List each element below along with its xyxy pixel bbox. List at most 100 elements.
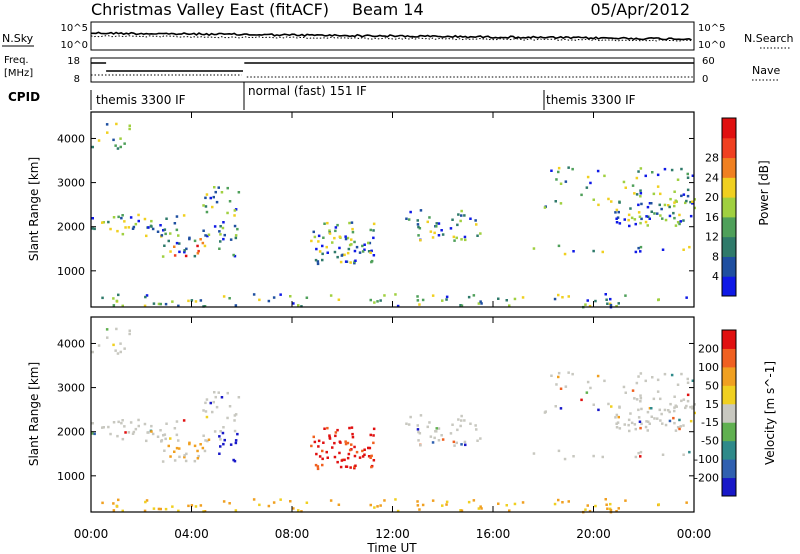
velocity-cell [656,390,660,393]
colorbar-tick-label: -200 [694,472,719,485]
velocity-cell [150,430,153,433]
velocity-cell [673,395,676,398]
colorbar-swatch [722,348,736,368]
velocity-cell [633,397,636,400]
power-cell [476,234,479,237]
velocity-cell [608,507,612,511]
x-tick-label: 04:00 [174,527,209,541]
velocity-cell [680,399,683,403]
y-tick-label: 3000 [57,177,85,190]
velocity-cell [673,406,676,409]
power-cell [205,210,209,214]
velocity-cell [685,501,688,504]
power-cell [190,299,194,302]
velocity-cell [407,423,411,426]
power-cell [460,238,463,241]
velocity-cell [606,507,609,510]
velocity-cell [686,399,690,403]
velocity-cell [119,350,122,354]
velocity-cell [563,457,567,461]
velocity-cell [373,506,376,509]
power-cell [689,200,692,204]
velocity-cell [480,507,483,510]
velocity-cell [173,459,177,462]
power-cell [193,254,197,258]
power-cell [645,215,648,218]
velocity-cell [441,504,444,507]
power-cell [258,298,261,302]
velocity-cell [234,413,238,416]
power-cell [419,239,422,242]
velocity-cell [321,449,324,453]
velocity-cell [594,504,597,508]
power-cell [497,297,500,300]
velocity-cell [367,446,370,450]
velocity-cell [651,376,654,379]
velocity-cell [310,444,313,448]
velocity-cell [618,406,621,409]
power-cell [204,205,208,208]
power-cell [145,234,148,238]
power-cell [305,296,309,299]
velocity-cell [116,352,120,355]
velocity-cell [557,498,560,502]
power-cell [201,241,205,245]
velocity-cell [340,459,344,462]
power-cell [106,131,109,134]
velocity-cell [164,437,167,441]
power-cell [137,219,140,223]
velocity-cell [639,372,643,375]
power-cell [117,293,120,297]
power-cell [691,200,694,203]
power-cell [691,202,694,205]
power-cell [659,192,662,196]
velocity-cell [372,441,375,445]
velocity-cell [396,509,400,513]
power-cell [355,245,359,249]
velocity-cell [188,442,191,446]
freq-right-tick-bottom: 0 [702,74,708,85]
velocity-cell [561,501,564,504]
velocity-cell [571,372,574,376]
velocity-cell [219,430,222,433]
power-cell [680,167,683,171]
velocity-cell [211,410,214,414]
velocity-cell [112,502,115,505]
power-cell [640,202,643,206]
power-cell [455,236,458,240]
power-cell [675,200,678,203]
velocity-cell [334,431,338,434]
velocity-cell [221,431,225,435]
velocity-cell [617,415,620,419]
power-cell [656,212,659,215]
velocity-cell [115,504,119,508]
power-cell [614,211,617,214]
velocity-cell [421,503,425,507]
power-cell [105,123,109,126]
velocity-cell [463,419,466,422]
velocity-cell [652,397,656,401]
velocity-cell [664,423,668,427]
velocity-cell [109,432,112,436]
velocity-cell [644,425,648,429]
velocity-cell [554,405,557,408]
velocity-cell [346,441,350,445]
velocity-cell [204,401,207,405]
velocity-panel: 1000 2000 3000 4000 Slant Range [km] [27,316,696,514]
power-cell [233,224,237,228]
power-cell [150,225,153,228]
velocity-cell [150,424,153,428]
power-cell [351,230,355,234]
power-cell [218,247,221,250]
velocity-cell [550,374,553,377]
velocity-cell [638,420,642,423]
velocity-cell [121,437,125,441]
power-cell [223,233,226,237]
power-cell [367,241,370,245]
velocity-cell [648,422,651,425]
power-cell [673,204,676,208]
velocity-cell [457,418,460,421]
velocity-cell [618,427,622,430]
velocity-cell [588,509,592,513]
power-cell [121,304,124,308]
